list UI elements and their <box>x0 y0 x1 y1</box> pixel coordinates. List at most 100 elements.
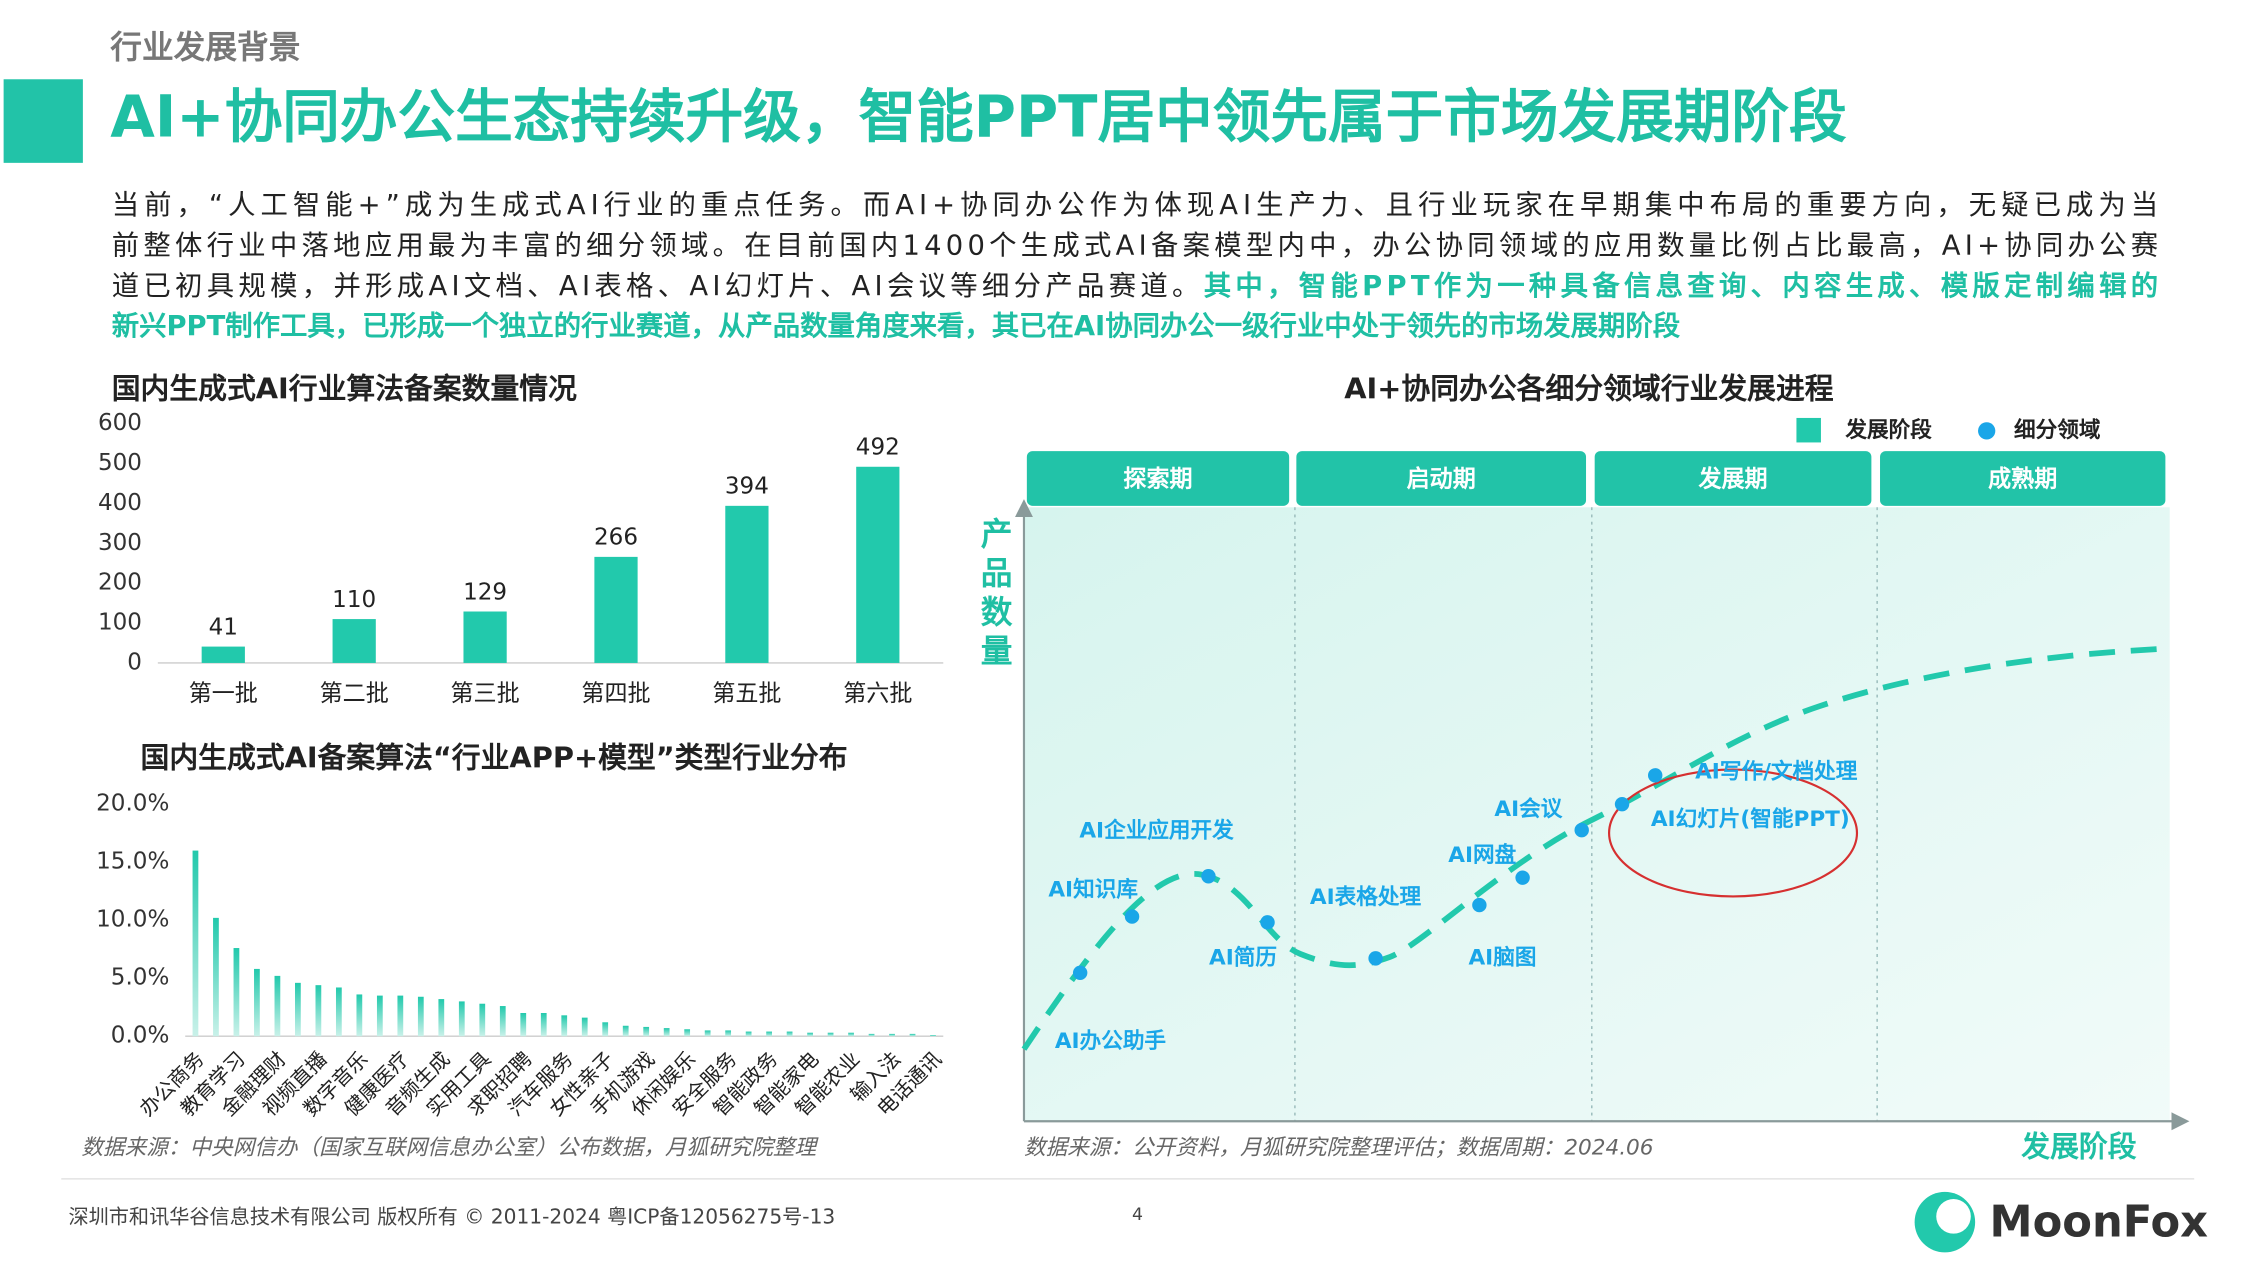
legend-label: 细分领域 <box>2014 417 2101 443</box>
x-tick-label: 第四批 <box>581 681 650 707</box>
y-tick-label: 15.0% <box>96 849 169 875</box>
bar <box>602 1022 609 1037</box>
bar <box>254 968 260 1037</box>
bar <box>561 1015 568 1037</box>
node-label: AI知识库 <box>1048 877 1138 903</box>
node-label: AI脑图 <box>1468 944 1536 970</box>
source: 数据来源：中央网信办（国家互联网信息办公室）公布数据，月狐研究院整理 <box>81 1136 819 1161</box>
bar <box>807 1032 813 1037</box>
bar <box>868 1033 875 1037</box>
node-dot <box>1472 897 1487 913</box>
bar <box>376 995 383 1037</box>
legend-swatch <box>1796 417 1821 443</box>
y-tick-label: 0 <box>127 649 142 675</box>
bar <box>643 1026 650 1037</box>
bar <box>581 1017 588 1037</box>
intro-text: 前整体行业中落地应用最为丰富的细分领域。在目前国内1400个生成式AI备案模型内… <box>112 230 2158 261</box>
y-tick-label: 20.0% <box>96 791 169 817</box>
y-tick-label: 300 <box>98 530 142 556</box>
stage-label: 启动期 <box>1407 465 1476 492</box>
bar <box>540 1013 547 1037</box>
node-label: AI简历 <box>1209 944 1277 970</box>
accent <box>3 79 83 163</box>
title: AI+协同办公生态持续升级，智能PPT居中领先属于市场发展期阶段 <box>110 83 1847 151</box>
stage <box>1594 451 1872 506</box>
bar <box>315 985 322 1037</box>
chart: 0 100 200 300 400 500 600 41 第一批 110 第二批 129 第三批 266 第… <box>98 410 944 707</box>
value-label: 492 <box>856 435 900 461</box>
bar <box>622 1025 629 1037</box>
bar <box>274 975 281 1037</box>
node-dot <box>1124 909 1140 924</box>
node-label: AI表格处理 <box>1310 884 1422 910</box>
x-axis-label: 发展阶段 <box>2020 1130 2136 1164</box>
y-tick-label: 10.0% <box>96 907 169 933</box>
intro-line: 当前，“人工智能+”成为生成式AI行业的重点任务。而AI+协同办公作为体现AI生… <box>112 190 2158 221</box>
value-label: 129 <box>463 579 507 605</box>
node-dot <box>1648 768 1663 783</box>
intro-text: 其中，智能PPT作为一种具备信息查询、内容生成、模版定制编辑的 <box>1204 269 2158 301</box>
bar <box>192 850 199 1037</box>
legend-dot <box>1978 422 1996 440</box>
intro-line: 前整体行业中落地应用最为丰富的细分领域。在目前国内1400个生成式AI备案模型内… <box>112 230 2158 261</box>
node-dot <box>1072 965 1088 980</box>
section: 行业发展背景 <box>109 30 300 66</box>
x-tick-label: 第三批 <box>451 681 520 707</box>
x-tick-label: 第五批 <box>712 681 781 707</box>
bar <box>356 994 363 1037</box>
bar <box>594 556 638 663</box>
node-dot <box>1368 951 1383 966</box>
chart-title: 国内生成式AI行业算法备案数量情况 <box>112 372 577 406</box>
logo-mark <box>1936 1199 1971 1234</box>
bar <box>520 1013 527 1037</box>
curve <box>1021 645 2169 1051</box>
node-label: AI办公助手 <box>1055 1029 1166 1054</box>
bar <box>848 1032 854 1037</box>
node-label: AI幻灯片(智能PPT) <box>1651 806 1850 832</box>
bar <box>295 982 301 1037</box>
stage-label: 探索期 <box>1123 466 1192 492</box>
stage-label: 发展期 <box>1697 465 1767 492</box>
bar <box>725 505 769 663</box>
x-tick-label: 第一批 <box>189 681 258 707</box>
bar <box>479 1003 486 1037</box>
intro-line: 新兴PPT制作工具，已形成一个独立的行业赛道，从产品数量角度来看，其已在AI协同… <box>112 310 1681 342</box>
node-dot <box>1574 822 1589 838</box>
bar <box>458 1001 465 1037</box>
y-axis-label: 量 <box>981 634 1013 670</box>
stage <box>1296 451 1587 506</box>
value-label: 394 <box>725 474 769 500</box>
logo: MoonFox <box>1990 1198 2209 1248</box>
bar <box>332 619 376 663</box>
bar <box>725 1030 732 1037</box>
node-label: AI会议 <box>1494 796 1562 822</box>
bar <box>397 995 404 1037</box>
y-tick-label: 600 <box>98 410 142 436</box>
highlight-ellipse <box>1608 768 1859 898</box>
y-tick-label: 400 <box>98 490 142 516</box>
copyright: 深圳市和讯华谷信息技术有限公司 版权所有 © 2011-2024 粤ICP备12… <box>68 1204 835 1228</box>
y-tick-label: 200 <box>98 570 142 596</box>
node-dot <box>1201 869 1216 884</box>
bar <box>909 1033 916 1037</box>
y-tick-label: 0.0% <box>111 1023 170 1049</box>
page-number: 4 <box>1132 1205 1143 1225</box>
bar <box>786 1031 793 1037</box>
stage <box>1880 451 2166 506</box>
bar <box>889 1033 895 1037</box>
separators <box>1294 507 1878 1122</box>
node-label: AI写作/文档处理 <box>1695 758 1858 784</box>
legend-label: 发展阶段 <box>1844 417 1932 443</box>
bar <box>335 987 342 1037</box>
y-tick-label: 500 <box>98 450 142 476</box>
source: 数据来源：公开资料，月狐研究院整理评估；数据周期：2024.06 <box>1024 1136 1654 1161</box>
intro-text: 当前，“人工智能+”成为生成式AI行业的重点任务。而AI+协同办公作为体现AI生… <box>112 190 2158 221</box>
diagram-title: AI+协同办公各细分领域行业发展进程 <box>1344 372 1834 406</box>
intro-line: 道已初具规模，并形成AI文档、AI表格、AI幻灯片、AI会议等细分产品赛道。 其中… <box>112 269 2158 301</box>
bar <box>201 646 245 663</box>
bar <box>499 1006 506 1037</box>
y-axis-label: 数 <box>981 595 1013 631</box>
intro: 当前，“人工智能+”成为生成式AI行业的重点任务。而AI+协同办公作为体现AI生… <box>112 190 2158 342</box>
